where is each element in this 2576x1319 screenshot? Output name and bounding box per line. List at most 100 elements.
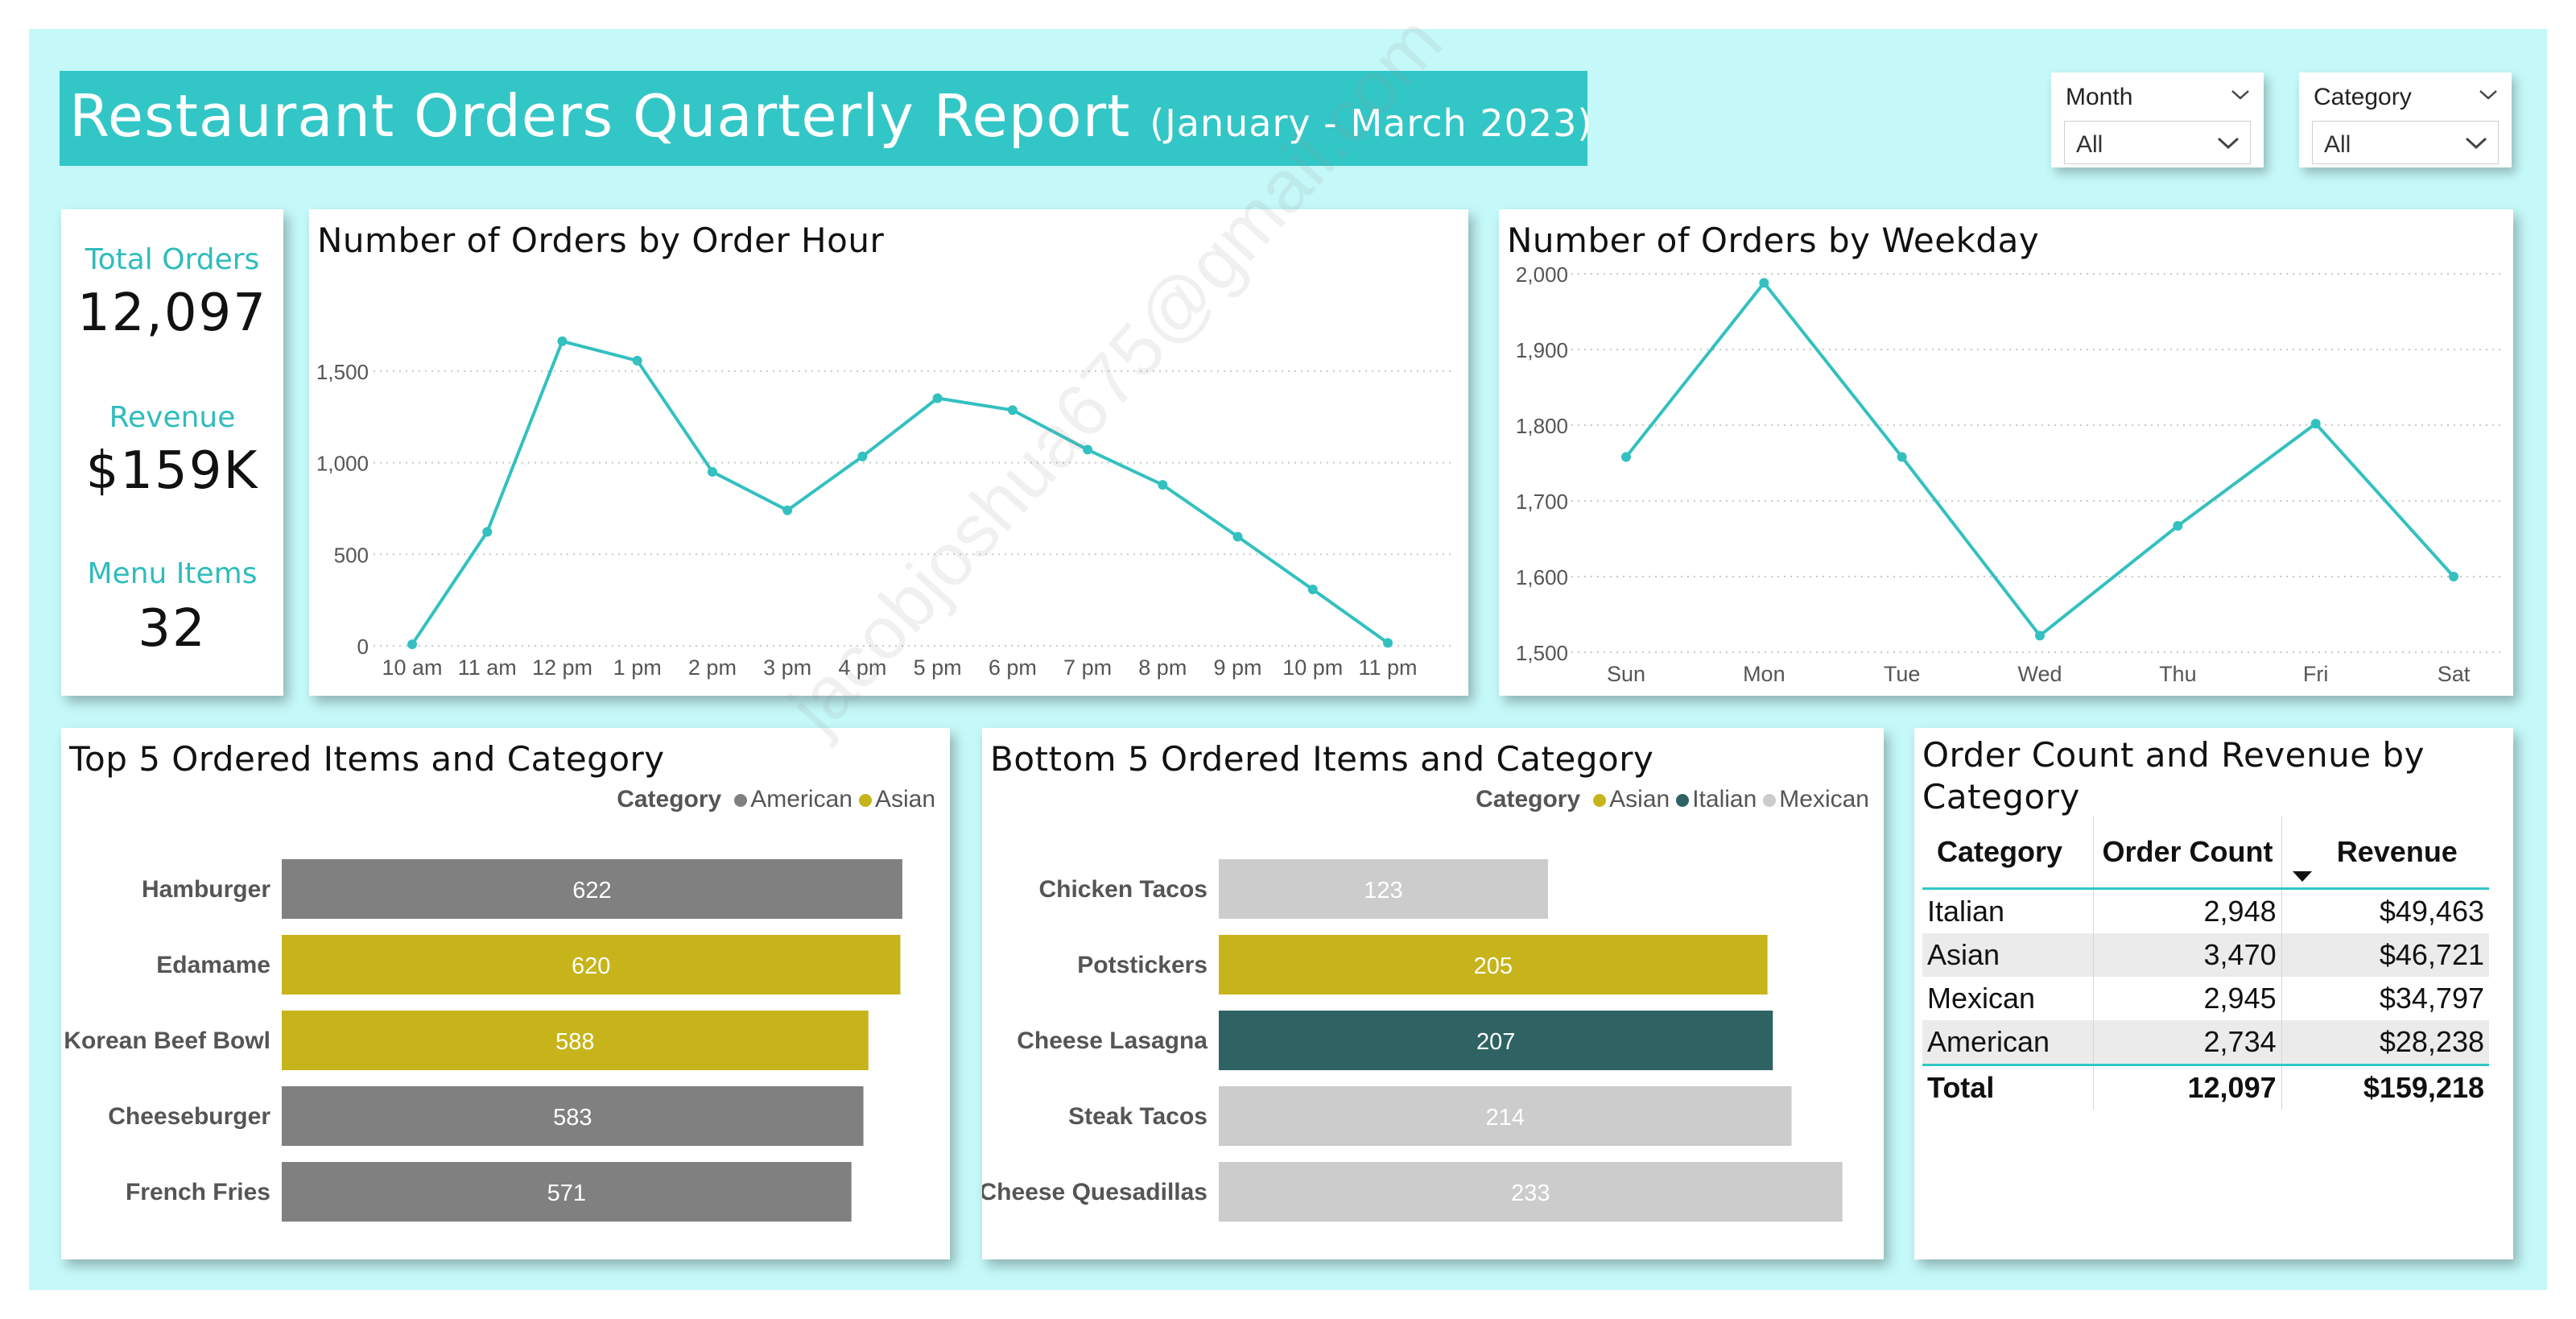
weekday-data-point — [1759, 278, 1769, 288]
weekday-data-point — [2035, 631, 2045, 641]
table-cell: 2,945 — [2093, 977, 2282, 1020]
kpi-card: Total Orders 12,097 Revenue $159K Menu I… — [61, 209, 283, 696]
category-dropdown-value: All — [2324, 131, 2351, 158]
table-cell: $46,721 — [2281, 933, 2489, 977]
category-slicer-label: Category — [2314, 84, 2412, 110]
month-slicer-label: Month — [2066, 84, 2133, 110]
table-cell: 2,948 — [2093, 888, 2282, 933]
chevron-down-icon[interactable] — [2230, 89, 2251, 101]
kpi-total-orders-label: Total Orders — [85, 243, 260, 276]
hour-xtick-label: 11 am — [458, 655, 517, 680]
table-cell: Total — [1922, 1064, 2094, 1110]
category-dropdown[interactable]: All — [2312, 121, 2499, 164]
bottom5-data-label: 123 — [1364, 878, 1402, 903]
hour-ytick-label: 1,500 — [316, 360, 369, 384]
chevron-down-icon[interactable] — [2478, 89, 2499, 101]
hour-data-point — [482, 527, 493, 537]
weekday-ytick-label: 1,500 — [1516, 641, 1568, 665]
table-cell: Italian — [1927, 895, 2005, 928]
hour-xtick-label: 10 am — [382, 655, 442, 680]
top5-bar — [282, 1162, 852, 1222]
hour-ytick-label: 1,000 — [316, 452, 369, 476]
kpi-revenue-label: Revenue — [109, 401, 236, 434]
top5-bar — [282, 1011, 869, 1070]
weekday-xtick-label: Thu — [2159, 662, 2197, 686]
top5-legend: Category American Asian — [617, 786, 935, 813]
bottom5-bar — [1219, 859, 1548, 919]
table-cell: Asian — [1922, 933, 2094, 977]
month-dropdown[interactable]: All — [2064, 121, 2251, 164]
weekday-ytick-label: 1,700 — [1516, 490, 1568, 514]
chevron-down-icon[interactable] — [2216, 136, 2240, 151]
table-cell: $34,797 — [2281, 977, 2489, 1020]
weekday-data-point — [2173, 521, 2183, 531]
bottom5-bar — [1219, 1011, 1773, 1070]
hour-xtick-label: 9 pm — [1214, 655, 1262, 680]
top5-bar — [282, 1086, 864, 1146]
hour-data-point — [707, 466, 717, 477]
top5-legend-title: Category — [617, 786, 722, 812]
hour-data-point — [857, 451, 868, 461]
table-cell: 12,097 — [2093, 1064, 2282, 1110]
orders-by-hour-chart: 0 500 1,000 1,500 10 am 11 am 12 pm 1 pm 2 pm 3 p… — [316, 336, 1455, 680]
column-header-order-count[interactable]: Order Count — [2093, 817, 2282, 890]
bottom5-category-label: Steak Tacos — [1068, 1103, 1208, 1130]
bottom5-items-title: Bottom 5 Ordered Items and Category — [990, 739, 1654, 779]
category-matrix-card: Order Count and Revenue by Category Cate… — [1914, 728, 2513, 1259]
orders-by-weekday-card: Number of Orders by Weekday 1,500 1,600 1,… — [1499, 209, 2513, 696]
weekday-data-point — [1897, 452, 1907, 462]
legend-item-italian: Italian — [1692, 786, 1757, 812]
legend-item-asian: Asian — [1609, 786, 1670, 812]
bottom5-items-chart: Chicken Tacos 123 Potstickers 205 Cheese Las… — [982, 859, 1843, 1222]
table-row: Italian 2,948 $49,463 — [1922, 888, 2489, 933]
table-cell: 3,470 — [2093, 933, 2282, 977]
weekday-series-line — [1624, 281, 2455, 638]
hour-xtick-label: 2 pm — [688, 655, 737, 680]
category-matrix-title: Order Count and Revenue by Category — [1922, 735, 2425, 817]
kpi-menu-items-label: Menu Items — [87, 557, 258, 590]
sort-descending-icon[interactable] — [2292, 870, 2313, 883]
month-slicer[interactable]: Month All — [2051, 72, 2264, 167]
table-cell: $159,218 — [2281, 1064, 2489, 1110]
column-header-category[interactable]: Category — [1922, 817, 2094, 890]
hour-xtick-label: 7 pm — [1063, 655, 1112, 680]
top5-bar — [282, 859, 902, 919]
table-cell: American — [1922, 1020, 2094, 1065]
report-banner: Restaurant Orders Quarterly Report (Janu… — [60, 71, 1591, 166]
weekday-xtick-label: Mon — [1743, 662, 1785, 686]
hour-data-point — [1158, 480, 1168, 490]
legend-dot-asian — [858, 794, 872, 807]
report-subtitle: (January - March 2023) — [1150, 101, 1593, 145]
hour-data-point — [557, 336, 568, 346]
top5-bar — [282, 935, 901, 994]
top5-category-label: Hamburger — [142, 876, 270, 903]
top5-items-chart: Hamburger 622 Edamame 620 Korean Beef Bowl 58… — [64, 859, 902, 1222]
column-header-revenue-label: Revenue — [2336, 835, 2458, 868]
column-header-revenue[interactable]: Revenue — [2281, 817, 2489, 890]
hour-data-point — [407, 639, 417, 650]
weekday-xtick-label: Wed — [2017, 662, 2062, 686]
weekday-xtick-label: Fri — [2303, 662, 2328, 686]
table-cell: $49,463 — [2281, 888, 2489, 933]
bottom5-category-label: Chicken Tacos — [1038, 876, 1208, 903]
category-matrix-table: Category Order Count Revenue Italian 2,9… — [1922, 817, 2489, 1110]
orders-by-hour-card: Number of Orders by Order Hour 0 500 1,000… — [309, 209, 1468, 696]
bottom5-category-label: Cheese Lasagna — [1017, 1027, 1208, 1054]
top5-data-label: 583 — [553, 1105, 592, 1131]
hour-data-point — [1307, 584, 1318, 594]
top5-data-label: 571 — [547, 1180, 586, 1206]
bottom5-items-card: Bottom 5 Ordered Items and Category Cate… — [982, 728, 1884, 1259]
bottom5-category-label: Cheese Quesadillas — [982, 1179, 1208, 1205]
bottom5-data-label: 205 — [1474, 953, 1513, 979]
chevron-down-icon[interactable] — [2464, 136, 2488, 151]
hour-ytick-label: 500 — [334, 543, 369, 567]
category-slicer[interactable]: Category All — [2299, 72, 2512, 167]
weekday-xtick-label: Sun — [1607, 662, 1645, 686]
bottom5-data-label: 233 — [1511, 1180, 1550, 1206]
weekday-xtick-label: Tue — [1884, 662, 1921, 686]
weekday-data-point — [2449, 572, 2458, 581]
top5-category-label: Edamame — [156, 952, 270, 978]
top5-data-label: 620 — [572, 953, 610, 979]
hour-xtick-label: 8 pm — [1138, 655, 1187, 680]
month-dropdown-value: All — [2076, 131, 2103, 158]
